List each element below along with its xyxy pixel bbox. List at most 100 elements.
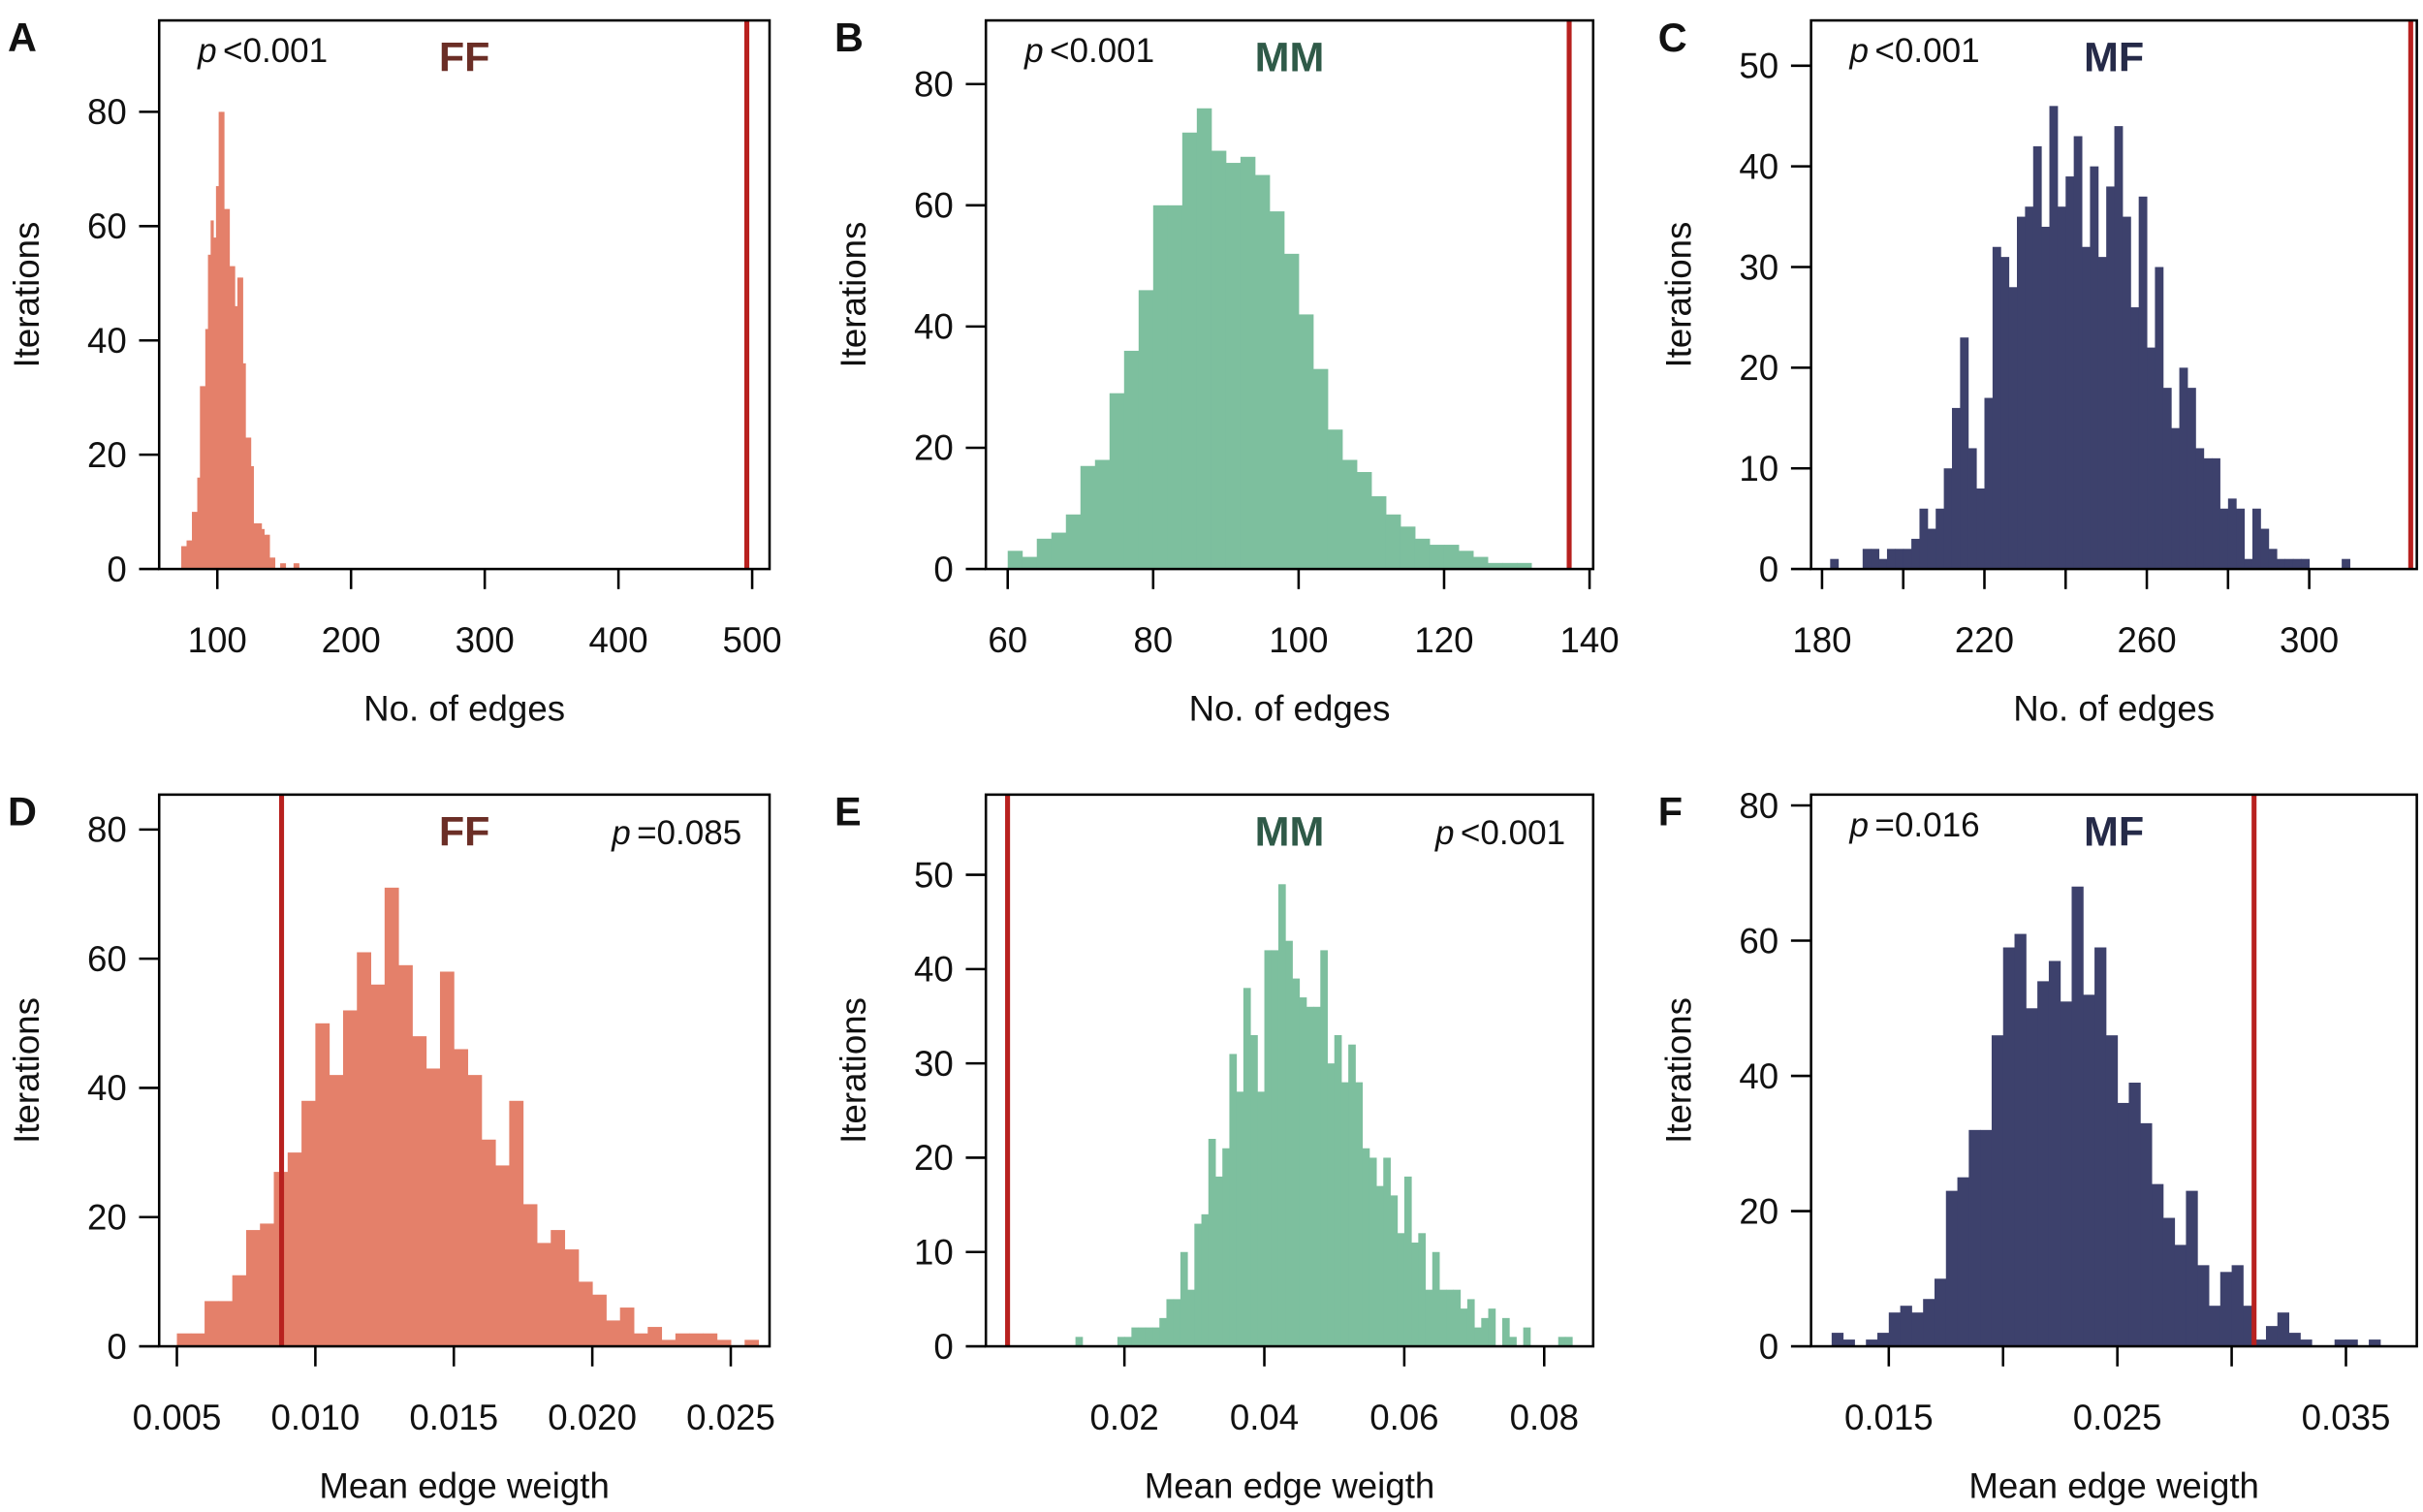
y-tick-label: 60 bbox=[1739, 921, 1778, 961]
histogram-bar bbox=[2227, 498, 2237, 570]
group-title: FF bbox=[439, 35, 490, 81]
x-tick-label: 120 bbox=[1414, 620, 1473, 660]
histogram-bar bbox=[606, 1320, 621, 1347]
p-value-text: <0.001 bbox=[223, 32, 328, 70]
histogram-bar bbox=[2345, 1339, 2358, 1347]
histogram-bar bbox=[2014, 933, 2027, 1347]
histogram-bar bbox=[1414, 538, 1431, 570]
histogram-bar bbox=[2174, 1244, 2187, 1347]
y-tick-label: 30 bbox=[914, 1044, 954, 1084]
histogram-bar bbox=[239, 277, 243, 570]
histogram-bar bbox=[2049, 106, 2059, 570]
histogram-bar bbox=[1250, 1034, 1258, 1347]
histogram-bar bbox=[2288, 1333, 2301, 1347]
histogram-bar bbox=[2065, 176, 2075, 570]
histogram-bar bbox=[1208, 1138, 1216, 1347]
histogram-bar bbox=[236, 277, 241, 570]
panel-e: 0.02 0.04 0.06 0.08 0 10 20 30 40 50 Mean edge wei… bbox=[834, 789, 1595, 1505]
histogram-bar bbox=[495, 1165, 510, 1347]
histogram-bar bbox=[2147, 347, 2156, 570]
y-axis-title: Iterations bbox=[834, 222, 873, 368]
histogram-bar bbox=[192, 512, 196, 570]
histogram-bar bbox=[1481, 1317, 1490, 1347]
histogram-bar bbox=[1943, 468, 1953, 570]
panel-f: 0.015 0.025 0.035 0 20 40 60 80 Mean edge weigth… bbox=[1658, 786, 2418, 1505]
histogram-bar bbox=[1466, 1299, 1475, 1347]
histogram-bar bbox=[1517, 562, 1532, 570]
histogram-bars bbox=[180, 111, 299, 570]
panel-letter: D bbox=[8, 789, 37, 835]
y-tick-label: 10 bbox=[1739, 449, 1778, 488]
histogram-bar bbox=[1299, 997, 1307, 1347]
histogram-bar bbox=[180, 546, 185, 570]
p-symbol: p bbox=[1434, 814, 1455, 852]
histogram-bar bbox=[2236, 508, 2246, 570]
p-symbol: p bbox=[1023, 32, 1044, 70]
histogram-bar bbox=[2219, 508, 2229, 570]
histogram-bar bbox=[481, 1139, 496, 1347]
histogram-bar bbox=[1862, 549, 1872, 570]
histogram-bar bbox=[205, 329, 209, 570]
histogram-bar bbox=[1117, 1337, 1125, 1347]
histogram-bar bbox=[1094, 459, 1111, 570]
y-tick-label: 20 bbox=[1739, 1191, 1778, 1231]
histogram-bar bbox=[194, 512, 199, 570]
plot-frame bbox=[157, 18, 771, 571]
histogram-bar bbox=[183, 546, 187, 570]
histogram-bar bbox=[2334, 1339, 2346, 1347]
histogram-bar bbox=[744, 1339, 760, 1347]
y-tick-label: 20 bbox=[87, 435, 127, 475]
histogram-bar bbox=[1036, 538, 1053, 570]
histogram-bar bbox=[1425, 1289, 1433, 1347]
histogram-bar bbox=[2231, 1265, 2244, 1347]
histogram-bar bbox=[261, 528, 265, 570]
y-tick-label: 80 bbox=[1739, 786, 1778, 826]
histogram-bar bbox=[1385, 514, 1401, 570]
histogram-bar bbox=[2219, 1272, 2233, 1347]
x-tick-label: 0.025 bbox=[2073, 1398, 2162, 1437]
histogram-bar bbox=[1369, 1157, 1377, 1347]
histogram-bar bbox=[1051, 532, 1067, 570]
y-tick-label: 0 bbox=[933, 550, 953, 589]
histogram-bar bbox=[2097, 257, 2107, 570]
histogram-bar bbox=[1080, 465, 1096, 570]
histogram-bar bbox=[1370, 496, 1387, 570]
histogram-bar bbox=[296, 563, 299, 570]
y-tick-label: 40 bbox=[1739, 146, 1778, 186]
histogram-bar bbox=[1830, 558, 1840, 570]
y-axis-title: Iterations bbox=[7, 222, 47, 368]
x-tick-label: 140 bbox=[1559, 620, 1619, 660]
histogram-bar bbox=[1225, 163, 1242, 570]
histogram-bar bbox=[2026, 1008, 2038, 1347]
x-axis-title: No. of edges bbox=[1189, 688, 1391, 728]
histogram-bar bbox=[1222, 1148, 1230, 1347]
histogram-bar bbox=[218, 111, 222, 570]
histogram-bar bbox=[1362, 1148, 1370, 1347]
histogram-bar bbox=[1403, 1176, 1412, 1347]
histogram-bar bbox=[1438, 1289, 1447, 1347]
y-tick-label: 60 bbox=[87, 206, 127, 246]
histogram-bar bbox=[301, 1100, 316, 1347]
histogram-bar bbox=[1240, 156, 1256, 570]
histogram-bar bbox=[1523, 1327, 1531, 1347]
histogram-bar bbox=[315, 1023, 330, 1347]
histogram-bar bbox=[1152, 205, 1169, 570]
histogram-bar bbox=[2037, 981, 2050, 1347]
histogram-bar bbox=[1458, 551, 1474, 570]
histogram-bar bbox=[264, 534, 267, 570]
histogram-bar bbox=[522, 1204, 538, 1347]
x-tick-label: 0.015 bbox=[1844, 1398, 1934, 1437]
y-tick-label: 80 bbox=[87, 810, 127, 850]
histogram-bar bbox=[2122, 216, 2131, 570]
y-tick-label: 20 bbox=[87, 1198, 127, 1238]
histogram-bar bbox=[551, 1230, 566, 1347]
y-axis-title: Iterations bbox=[1658, 997, 1698, 1144]
histogram-bar bbox=[1123, 350, 1140, 570]
y-tick-label: 10 bbox=[914, 1233, 954, 1273]
histogram-bar bbox=[1211, 150, 1227, 570]
histogram-bar bbox=[1277, 884, 1286, 1347]
panel-d: 0.005 0.010 0.015 0.020 0.025 0 20 40 60 80 Mean e… bbox=[7, 789, 775, 1506]
histogram-bar bbox=[1877, 1333, 1890, 1347]
histogram-bar bbox=[1927, 528, 1936, 570]
histogram-bar bbox=[2114, 126, 2124, 570]
